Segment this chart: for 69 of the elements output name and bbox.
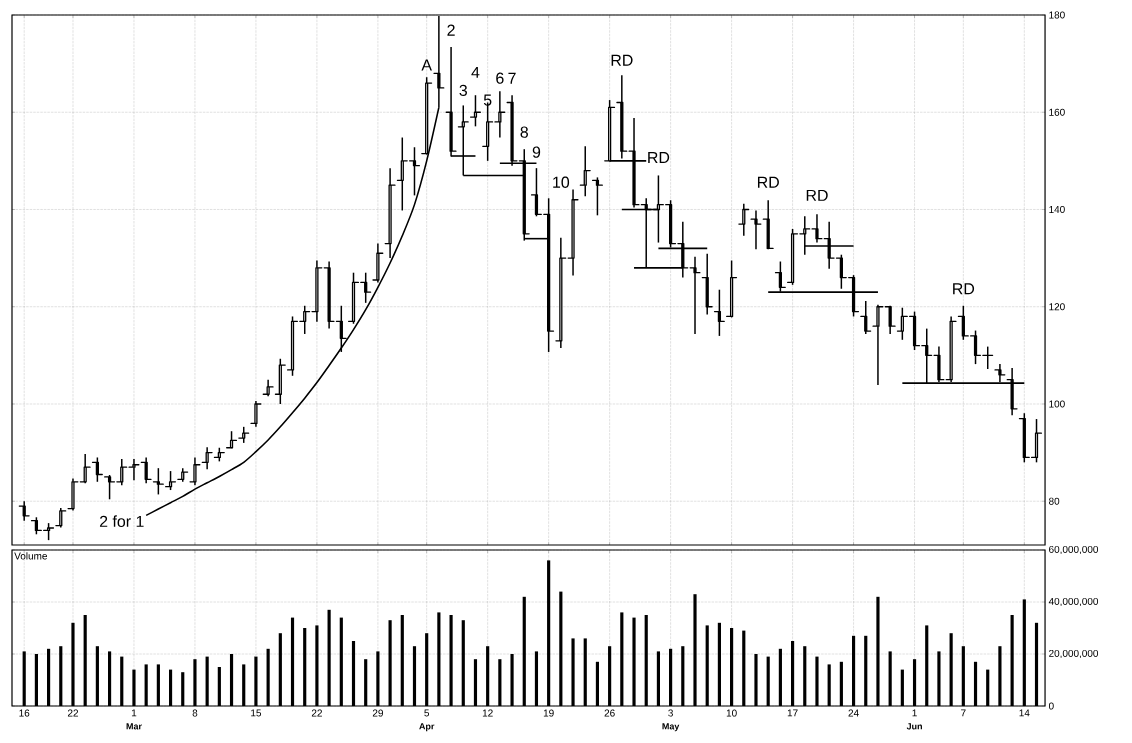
annotation: 9: [532, 146, 541, 158]
text: Mar: [126, 723, 142, 730]
y-tick-label: 0: [1048, 702, 1054, 710]
y-tick-label: 60,000,000: [1049, 545, 1099, 555]
annotation: RD: [757, 176, 779, 188]
annotation: RD: [611, 54, 633, 66]
candlestick: [165, 470, 177, 491]
x-tick-label: 10: [726, 709, 737, 717]
annotation: 3: [459, 84, 467, 96]
x-tick-label: 1: [912, 709, 917, 717]
candlestick: [689, 255, 701, 335]
candlestick: [884, 305, 896, 335]
y-tick-label: 120: [1049, 303, 1065, 311]
x-tick-label: 19: [543, 709, 554, 717]
annotation: 2 for 1: [99, 515, 144, 528]
candlestick: [189, 456, 201, 486]
y-tick-label: 160: [1049, 108, 1065, 116]
y-axis-title: Volume: [14, 552, 47, 560]
annotation: 10: [553, 176, 570, 188]
annotation: A: [421, 59, 432, 71]
annotation: 6: [496, 72, 504, 84]
y-tick-label: 40,000,000: [1048, 597, 1099, 607]
text: Apr: [419, 723, 435, 732]
x-tick-label: 16: [19, 709, 30, 717]
candlestick: [201, 446, 213, 470]
annotation: RD: [648, 151, 670, 163]
candlestick: [872, 304, 884, 386]
annotation: 8: [520, 126, 528, 138]
candlestick: [18, 500, 30, 522]
x-tick-label: 8: [192, 709, 198, 717]
x-tick-label: 22: [67, 709, 79, 717]
x-tick-label: 14: [1019, 709, 1030, 717]
candlestick: [579, 145, 591, 198]
y-tick-label: 80: [1049, 497, 1060, 505]
x-tick-label: 26: [604, 709, 615, 717]
x-tick-label: 24: [848, 709, 859, 717]
annotation: 7: [508, 72, 516, 84]
x-tick-label: 29: [372, 709, 383, 717]
candlestick: [55, 507, 67, 529]
y-tick-label: 100: [1049, 400, 1065, 408]
y-tick-label: 140: [1049, 205, 1065, 214]
candlestick: [152, 467, 164, 496]
annotation: RD: [953, 283, 975, 295]
x-tick-label: 7: [961, 709, 966, 717]
candlestick: [128, 458, 140, 482]
candlestick: [250, 400, 262, 428]
x-tick-label: 1: [131, 709, 137, 717]
candlestick: [811, 213, 823, 244]
y-tick-label: 20,000,000: [1049, 649, 1099, 659]
x-tick-label: 12: [482, 709, 493, 717]
candlestick: [860, 300, 872, 335]
x-tick-label: 22: [311, 709, 322, 717]
candlestick: [469, 94, 481, 128]
annotation: 4: [471, 66, 480, 78]
x-tick-label: 3: [668, 709, 673, 717]
text: May: [662, 723, 680, 732]
candlestick: [750, 209, 762, 251]
y-tick-label: 180: [1049, 11, 1065, 19]
annotation: RD: [806, 189, 828, 201]
x-tick-label: 17: [787, 709, 798, 717]
candlestick: [591, 176, 603, 217]
x-tick-label: 15: [251, 709, 262, 717]
candlestick: [91, 456, 103, 483]
x-tick-label: 5: [424, 709, 430, 717]
candlestick: [140, 456, 152, 484]
text: Jun: [906, 723, 922, 730]
annotation: 2: [447, 24, 455, 36]
candlestick: [738, 202, 750, 237]
candlestick: [713, 288, 725, 337]
